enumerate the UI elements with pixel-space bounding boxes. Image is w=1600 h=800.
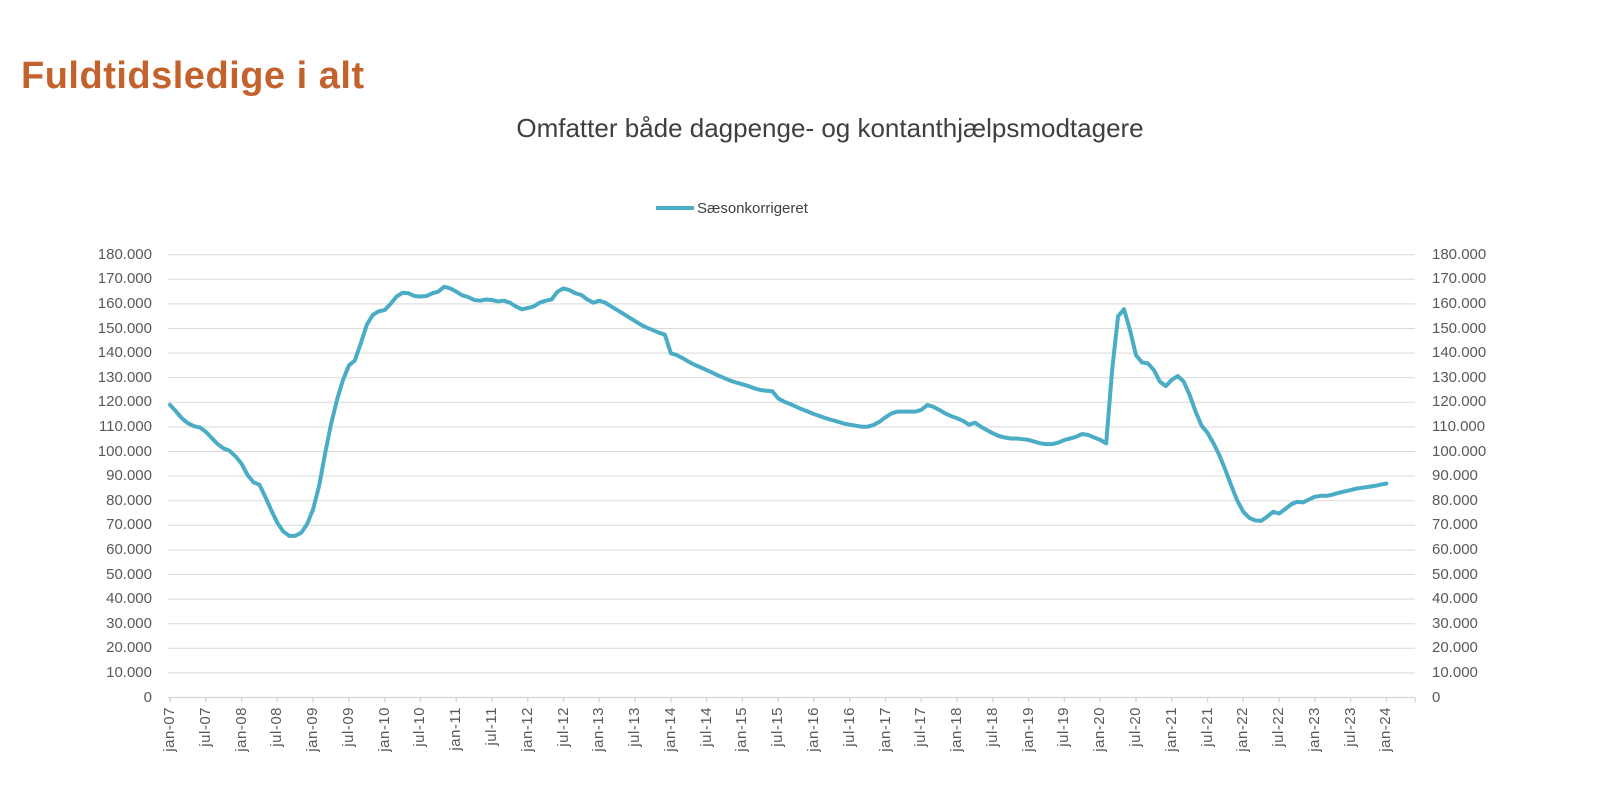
y-axis-label-left: 30.000: [106, 614, 152, 632]
y-axis-label-right: 30.000: [1432, 614, 1478, 632]
y-axis-label-left: 160.000: [97, 294, 152, 312]
y-axis-label-left: 180.000: [97, 245, 152, 263]
legend-line-swatch: [656, 206, 694, 210]
y-axis-label-right: 130.000: [1432, 368, 1487, 386]
y-axis-label-left: 140.000: [97, 344, 152, 362]
y-axis-label-right: 40.000: [1432, 590, 1478, 608]
x-axis-label: jul-07: [196, 707, 214, 747]
y-axis-label-left: 130.000: [97, 368, 152, 386]
x-axis-label: jan-24: [1377, 707, 1395, 752]
y-axis-label-left: 110.000: [98, 417, 152, 435]
x-axis-label: jan-12: [518, 707, 536, 752]
x-axis-label: jul-21: [1198, 707, 1216, 747]
y-axis-label-right: 120.000: [1432, 393, 1487, 411]
y-axis-label-right: 140.000: [1432, 344, 1487, 362]
x-axis-label: jan-21: [1162, 707, 1180, 752]
y-axis-label-left: 90.000: [106, 467, 152, 485]
y-axis-label-right: 20.000: [1432, 639, 1478, 657]
y-axis-label-left: 170.000: [97, 270, 152, 288]
x-axis-label: jul-13: [626, 707, 644, 747]
y-axis-label-left: 40.000: [106, 590, 152, 608]
x-axis-label: jul-18: [983, 707, 1001, 747]
y-axis-label-right: 10.000: [1432, 663, 1478, 681]
x-axis-label: jul-12: [554, 707, 572, 747]
y-axis-label-right: 0: [1432, 688, 1441, 706]
y-axis-label-left: 60.000: [106, 540, 152, 558]
y-axis-label-left: 150.000: [97, 319, 152, 337]
x-axis-label: jan-17: [876, 707, 894, 752]
x-axis-label: jan-10: [375, 707, 393, 752]
y-axis-label-left: 120.000: [97, 393, 152, 411]
chart-legend: Sæsonkorrigeret: [656, 199, 808, 217]
x-axis-label: jan-18: [948, 707, 966, 752]
x-axis-label: jan-08: [232, 707, 250, 752]
x-axis-label: jul-08: [268, 707, 286, 747]
y-axis-label-right: 100.000: [1432, 442, 1487, 460]
x-axis-label: jan-16: [804, 707, 822, 752]
x-axis-label: jan-20: [1091, 707, 1109, 752]
x-axis-label: jan-14: [661, 707, 679, 752]
x-axis-label: jul-17: [912, 707, 930, 747]
x-axis-label: jul-16: [840, 707, 858, 747]
y-axis-label-right: 110.000: [1432, 417, 1486, 435]
x-axis-label: jan-22: [1234, 707, 1252, 752]
x-axis-label: jul-10: [411, 707, 429, 747]
y-axis-label-right: 70.000: [1432, 516, 1478, 534]
y-axis-label-right: 80.000: [1432, 491, 1478, 509]
y-axis-label-right: 60.000: [1432, 540, 1478, 558]
y-axis-label-left: 10.000: [106, 663, 152, 681]
x-axis-label: jul-20: [1126, 707, 1144, 747]
x-axis-label: jan-13: [590, 707, 608, 752]
x-axis-label: jan-09: [304, 707, 322, 752]
x-axis-label: jan-07: [161, 707, 178, 752]
legend-label: Sæsonkorrigeret: [697, 199, 808, 217]
y-axis-label-left: 20.000: [106, 639, 152, 657]
y-axis-label-right: 50.000: [1432, 565, 1478, 583]
x-axis-label: jul-23: [1341, 707, 1359, 747]
x-axis-label: jan-23: [1305, 707, 1323, 752]
chart-title: Omfatter både dagpenge- og kontanthjælps…: [516, 113, 1144, 143]
y-axis-label-left: 80.000: [106, 491, 152, 509]
x-axis-label: jul-09: [339, 707, 357, 747]
x-axis-label: jan-11: [447, 707, 465, 751]
x-axis-label: jul-22: [1270, 707, 1288, 747]
x-axis-label: jul-19: [1055, 707, 1073, 747]
y-axis-label-right: 90.000: [1432, 467, 1478, 485]
x-axis-label: jul-14: [697, 707, 715, 747]
x-axis-label: jan-15: [733, 707, 751, 752]
x-axis-label: jul-15: [769, 707, 787, 747]
y-axis-label-right: 150.000: [1432, 319, 1487, 337]
y-axis-label-right: 180.000: [1432, 245, 1487, 263]
y-axis-label-right: 160.000: [1432, 294, 1487, 312]
y-axis-label-left: 0: [143, 688, 152, 706]
page-title: Fuldtidsledige i alt: [21, 55, 365, 98]
x-axis-label: jan-19: [1019, 707, 1037, 752]
y-axis-label-right: 170.000: [1432, 270, 1487, 288]
y-axis-label-left: 70.000: [106, 516, 152, 534]
y-axis-label-left: 100.000: [97, 442, 152, 460]
y-axis-label-left: 50.000: [106, 565, 152, 583]
x-axis-label: jul-11: [482, 707, 500, 746]
